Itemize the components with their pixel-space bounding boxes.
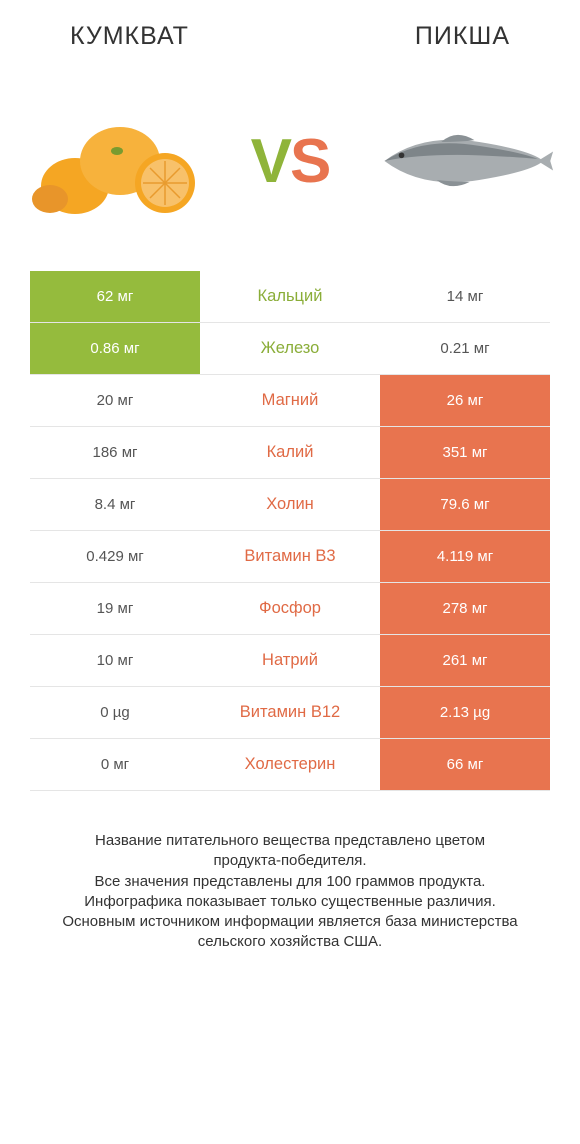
- value-right: 79.6 мг: [380, 479, 550, 530]
- value-right: 0.21 мг: [380, 323, 550, 374]
- value-right: 351 мг: [380, 427, 550, 478]
- value-left: 186 мг: [30, 427, 200, 478]
- table-row: 0.429 мгВитамин B34.119 мг: [30, 531, 550, 583]
- footnote-line: Основным источником информации является …: [30, 912, 550, 932]
- vs-v: V: [251, 127, 290, 196]
- table-row: 0 µgВитамин B122.13 µg: [30, 687, 550, 739]
- value-left: 62 мг: [30, 271, 200, 322]
- footnote-line: продукта-победителя.: [30, 851, 550, 871]
- table-row: 8.4 мгХолин79.6 мг: [30, 479, 550, 531]
- value-right: 2.13 µg: [380, 687, 550, 738]
- nutrient-label: Витамин B3: [200, 531, 380, 582]
- nutrient-label: Железо: [200, 323, 380, 374]
- table-row: 186 мгКалий351 мг: [30, 427, 550, 479]
- value-right: 4.119 мг: [380, 531, 550, 582]
- table-row: 19 мгФосфор278 мг: [30, 583, 550, 635]
- footnote: Название питательного вещества представл…: [30, 831, 550, 953]
- value-left: 0.429 мг: [30, 531, 200, 582]
- title-right: ПИКША: [415, 22, 510, 51]
- value-right: 14 мг: [380, 271, 550, 322]
- value-left: 19 мг: [30, 583, 200, 634]
- value-left: 20 мг: [30, 375, 200, 426]
- nutrient-label: Холестерин: [200, 739, 380, 790]
- value-left: 0 µg: [30, 687, 200, 738]
- vs-label: VS: [251, 126, 330, 197]
- header: КУМКВАТ ПИКША: [0, 0, 580, 61]
- value-left: 0 мг: [30, 739, 200, 790]
- table-row: 10 мгНатрий261 мг: [30, 635, 550, 687]
- table-row: 0.86 мгЖелезо0.21 мг: [30, 323, 550, 375]
- table-row: 0 мгХолестерин66 мг: [30, 739, 550, 791]
- footnote-line: сельского хозяйства США.: [30, 932, 550, 952]
- nutrient-label: Витамин B12: [200, 687, 380, 738]
- nutrient-label: Кальций: [200, 271, 380, 322]
- table-row: 62 мгКальций14 мг: [30, 271, 550, 323]
- nutrient-label: Натрий: [200, 635, 380, 686]
- comparison-table: 62 мгКальций14 мг0.86 мгЖелезо0.21 мг20 …: [30, 271, 550, 791]
- nutrient-label: Магний: [200, 375, 380, 426]
- value-left: 10 мг: [30, 635, 200, 686]
- value-left: 8.4 мг: [30, 479, 200, 530]
- footnote-line: Инфографика показывает только существенн…: [30, 892, 550, 912]
- value-right: 66 мг: [380, 739, 550, 790]
- value-left: 0.86 мг: [30, 323, 200, 374]
- value-right: 26 мг: [380, 375, 550, 426]
- kumquat-image: [25, 91, 205, 231]
- footnote-line: Название питательного вещества представл…: [30, 831, 550, 851]
- title-left: КУМКВАТ: [70, 22, 189, 51]
- value-right: 261 мг: [380, 635, 550, 686]
- nutrient-label: Калий: [200, 427, 380, 478]
- footnote-line: Все значения представлены для 100 граммо…: [30, 872, 550, 892]
- fish-image: [375, 91, 555, 231]
- nutrient-label: Холин: [200, 479, 380, 530]
- table-row: 20 мгМагний26 мг: [30, 375, 550, 427]
- image-row: VS: [0, 61, 580, 261]
- value-right: 278 мг: [380, 583, 550, 634]
- vs-s: S: [290, 127, 329, 196]
- nutrient-label: Фосфор: [200, 583, 380, 634]
